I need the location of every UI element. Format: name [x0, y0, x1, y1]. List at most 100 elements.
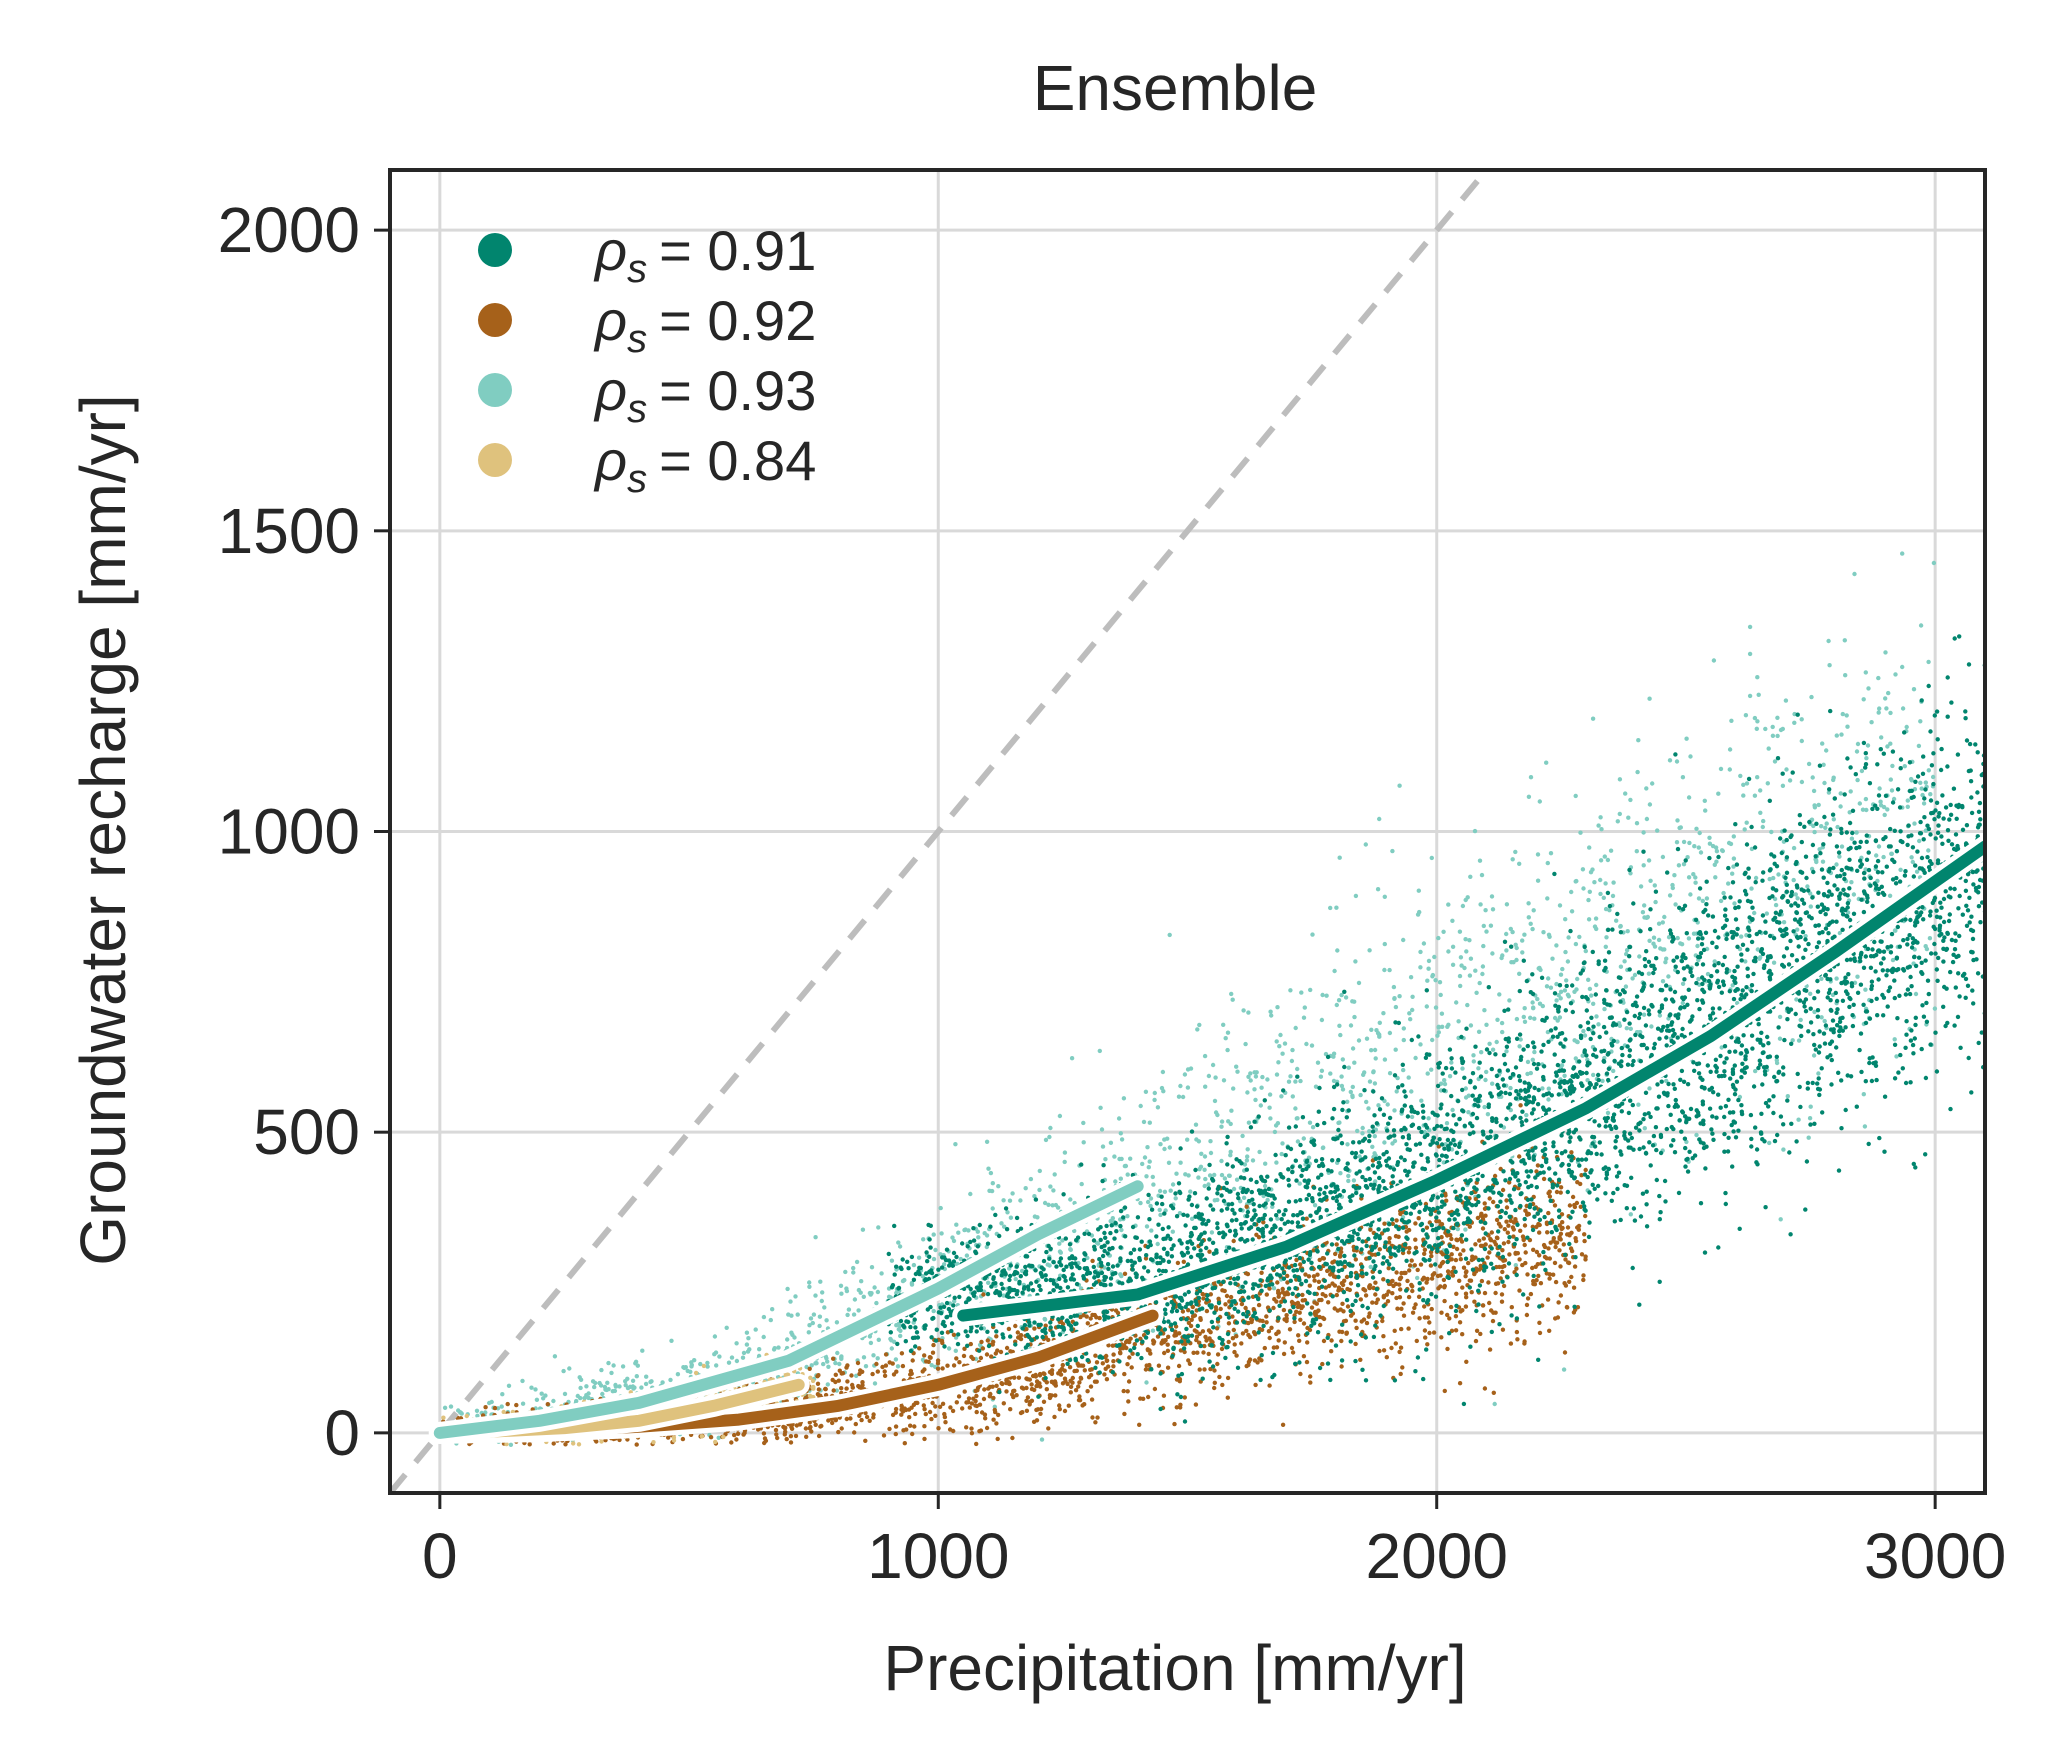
scatter-point: [1464, 1269, 1469, 1274]
scatter-point: [984, 1139, 990, 1145]
scatter-point: [951, 1363, 957, 1368]
scatter-point: [1506, 1239, 1511, 1245]
scatter-point: [681, 1365, 686, 1370]
scatter-point: [1409, 1258, 1414, 1263]
scatter-point: [1640, 910, 1646, 915]
scatter-point: [1601, 1024, 1607, 1030]
scatter-point: [1525, 1071, 1530, 1077]
scatter-point: [1129, 1365, 1134, 1370]
scatter-point: [854, 1259, 860, 1265]
scatter-point: [938, 1205, 943, 1211]
scatter-point: [1544, 760, 1549, 765]
scatter-point: [1363, 1293, 1369, 1298]
scatter-point: [1215, 1352, 1221, 1357]
scatter-point: [1415, 1267, 1420, 1273]
scatter-point: [917, 1346, 922, 1351]
scatter-point: [1530, 1000, 1535, 1005]
scatter-point: [1175, 1260, 1181, 1266]
scatter-point: [994, 1383, 999, 1389]
scatter-point: [1445, 1112, 1450, 1117]
scatter-point: [956, 1394, 962, 1399]
scatter-point: [1483, 908, 1488, 913]
scatter-point: [1381, 1277, 1386, 1282]
scatter-point: [1537, 1320, 1542, 1326]
scatter-point: [1285, 1280, 1290, 1285]
scatter-point: [1522, 1242, 1527, 1248]
scatter-point: [1274, 1039, 1279, 1044]
scatter-point: [1651, 935, 1657, 940]
scatter-point: [1536, 1273, 1541, 1279]
scatter-point: [1574, 1200, 1580, 1206]
scatter-point: [1767, 1140, 1772, 1146]
scatter-point: [1861, 697, 1866, 702]
scatter-point: [1570, 1194, 1576, 1200]
scatter-point: [822, 1305, 827, 1310]
scatter-point: [1406, 1227, 1412, 1233]
scatter-point: [933, 1404, 938, 1409]
scatter-point: [1638, 1029, 1643, 1035]
scatter-point: [1499, 1299, 1505, 1304]
scatter-point: [823, 1392, 829, 1398]
scatter-point: [1072, 1228, 1077, 1234]
scatter-point: [1282, 1340, 1288, 1345]
scatter-point: [1382, 1140, 1387, 1145]
scatter-point: [990, 1181, 995, 1186]
scatter-point: [1052, 1414, 1057, 1420]
scatter-point: [1307, 1283, 1313, 1288]
scatter-point: [833, 1418, 838, 1423]
scatter-point: [506, 1383, 512, 1389]
scatter-point: [1521, 1014, 1527, 1020]
scatter-point: [1201, 1350, 1206, 1355]
scatter-point: [1243, 1041, 1248, 1047]
scatter-point: [1522, 1223, 1528, 1228]
scatter-point: [1212, 1385, 1217, 1391]
scatter-point: [939, 1338, 945, 1344]
scatter-point: [1918, 719, 1923, 724]
scatter-point: [1118, 1208, 1124, 1214]
scatter-point: [881, 1433, 887, 1438]
scatter-point: [732, 1432, 737, 1438]
scatter-point: [975, 1388, 980, 1393]
scatter-point: [1379, 1231, 1385, 1236]
scatter-point: [1373, 1179, 1378, 1184]
scatter-point: [1902, 730, 1907, 735]
scatter-point: [1210, 1062, 1216, 1068]
scatter-point: [833, 1379, 838, 1385]
scatter-point: [1353, 1341, 1358, 1347]
scatter-point: [1366, 1106, 1371, 1111]
scatter-point: [1308, 1380, 1313, 1385]
scatter-point: [1234, 1353, 1239, 1358]
scatter-point: [1515, 1251, 1521, 1256]
scatter-point: [1275, 1005, 1280, 1010]
scatter-point: [1628, 797, 1633, 803]
scatter-point: [1367, 1129, 1372, 1134]
scatter-point: [1483, 1213, 1488, 1218]
scatter-point: [852, 1297, 858, 1302]
scatter-point: [1228, 1149, 1233, 1155]
scatter-point: [1855, 777, 1860, 783]
scatter-point: [1705, 971, 1711, 977]
scatter-point: [1300, 1292, 1305, 1298]
scatter-point: [1642, 1126, 1648, 1131]
scatter-point: [1628, 871, 1633, 876]
scatter-point: [1146, 1165, 1152, 1170]
scatter-point: [1246, 1120, 1252, 1125]
scatter-point: [1727, 767, 1733, 772]
scatter-point: [1046, 1426, 1051, 1431]
scatter-point: [1189, 1317, 1194, 1323]
scatter-point: [1426, 958, 1432, 964]
scatter-point: [1298, 1078, 1303, 1084]
scatter-point: [1474, 990, 1479, 995]
scatter-point: [1449, 1060, 1454, 1065]
scatter-point: [1551, 1236, 1557, 1241]
scatter-point: [1491, 1199, 1496, 1205]
scatter-point: [1401, 937, 1406, 943]
scatter-point: [1253, 1097, 1258, 1103]
scatter-point: [1219, 1124, 1224, 1129]
scatter-point: [1042, 1317, 1048, 1322]
scatter-point: [1106, 1364, 1111, 1369]
scatter-point: [520, 1401, 526, 1406]
scatter-point: [1471, 1053, 1476, 1058]
scatter-point: [1339, 1249, 1344, 1255]
scatter-point: [606, 1360, 611, 1366]
